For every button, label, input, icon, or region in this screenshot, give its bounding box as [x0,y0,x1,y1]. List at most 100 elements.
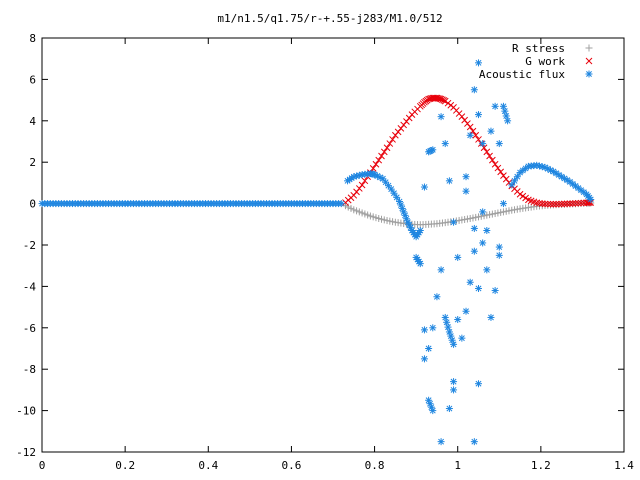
y-tick-label: -6 [23,322,36,335]
series-1 [342,94,595,208]
data-point [378,152,385,160]
data-point [486,152,493,160]
legend-label: G work [525,55,565,68]
data-point [462,173,470,181]
data-point [387,185,395,193]
x-tick-label: 0.4 [198,459,218,472]
data-point [454,253,462,261]
data-point [495,251,503,259]
data-point [541,200,549,208]
y-tick-label: -2 [23,239,36,252]
data-point [547,166,555,174]
data-point [483,266,491,274]
legend-label: Acoustic flux [479,68,565,81]
data-point [429,324,437,332]
data-point [433,293,441,301]
data-point [441,140,449,148]
axes: 0 0.2 0.4 0.6 0.8 1 1.2 1.4 8 6 4 2 0 -2 -4 -6 -8 -10 -12 [16,32,634,472]
y-tick-label: -12 [16,446,36,459]
data-point [470,224,478,232]
data-point [380,148,388,156]
data-point [494,164,502,172]
data-point [561,200,568,208]
data-point [552,200,560,208]
chart-title: m1/n1.5/q1.75/r-+.55-j283/M1.0/512 [217,12,442,25]
data-point [475,59,482,67]
data-point [504,117,512,125]
data-point [450,386,458,394]
data-point [491,287,499,295]
data-point [544,200,552,208]
data-point [475,380,482,388]
y-tick-label: 2 [29,156,36,169]
data-point [420,183,428,191]
x-tick-label: 1.2 [531,459,551,472]
data-point [445,405,453,413]
data-point [470,86,478,94]
data-point [470,438,478,446]
data-point [479,239,487,247]
data-point [437,266,445,274]
data-point [450,218,458,226]
data-point [469,127,477,135]
data-point [450,340,458,348]
data-point [390,189,398,197]
y-tick-label: 6 [29,73,36,86]
data-point [420,355,428,363]
x-tick-label: 0.8 [365,459,385,472]
y-tick-label: 0 [29,198,36,211]
data-point [491,102,499,110]
data-point [475,111,482,119]
data-point [499,102,507,110]
x-tick-label: 0.2 [115,459,135,472]
data-point [569,200,577,207]
data-point [443,318,451,326]
legend-marker [585,57,593,65]
data-point [445,177,453,185]
data-point [475,284,482,292]
data-point [555,200,563,208]
data-point [574,199,582,207]
data-point [462,307,470,315]
data-point [533,199,541,207]
data-point [416,227,424,235]
data-point [454,316,462,324]
data-point [450,378,458,386]
data-point [472,131,480,139]
data-point [369,165,377,172]
data-point [337,200,345,208]
plot-frame [41,37,625,453]
data-marks [38,59,595,446]
data-point [566,200,574,207]
data-point [495,140,503,148]
data-point [558,200,565,208]
data-point [563,200,571,208]
legend-marker [585,44,593,52]
data-point [470,247,478,255]
legend-label: R stress [512,42,565,55]
data-point [491,160,499,168]
data-point [466,123,474,131]
data-point [499,200,507,208]
data-point [587,195,595,203]
data-point [513,173,521,181]
series-2 [38,59,595,446]
data-point [389,136,396,143]
data-point [358,181,366,189]
data-point [437,438,445,446]
data-point [572,199,579,207]
data-point [577,199,585,207]
data-point [487,313,495,321]
data-point [386,140,394,147]
data-point [538,200,546,207]
data-point [429,407,437,415]
data-point [441,313,449,321]
x-tick-label: 1.4 [614,459,634,472]
data-point [375,156,383,164]
x-tick-label: 0 [39,459,46,472]
data-point [536,199,543,207]
y-tick-label: 4 [29,115,36,128]
data-point [479,140,487,148]
